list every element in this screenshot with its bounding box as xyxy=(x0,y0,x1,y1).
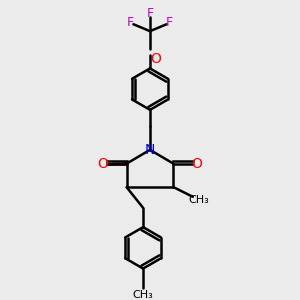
Text: F: F xyxy=(127,16,134,29)
Text: F: F xyxy=(166,16,173,29)
Text: F: F xyxy=(146,7,154,20)
Text: N: N xyxy=(145,143,155,157)
Text: O: O xyxy=(151,52,161,66)
Text: CH₃: CH₃ xyxy=(133,290,154,300)
Text: O: O xyxy=(191,157,203,171)
Text: O: O xyxy=(98,157,109,171)
Text: CH₃: CH₃ xyxy=(188,194,209,205)
